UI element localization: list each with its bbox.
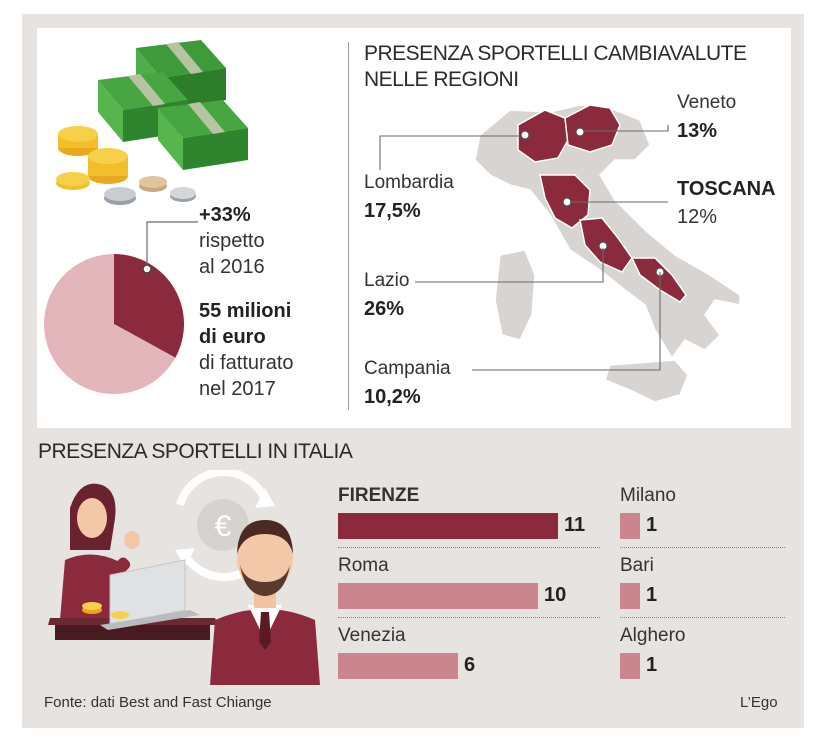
svg-text:€: € (215, 510, 232, 543)
row-separator (620, 617, 785, 618)
row-separator (338, 547, 600, 548)
amount-line2: di euro (199, 326, 266, 348)
bar-label-alghero: Alghero (620, 625, 686, 646)
region-value-toscana: 12% (677, 206, 718, 228)
bar-value-bari: 1 (646, 584, 658, 606)
region-name-lazio: Lazio (364, 270, 410, 291)
money-stack-icon (56, 40, 248, 205)
bar-alghero (620, 653, 640, 679)
bar-milano (620, 513, 640, 539)
region-name-lombardia: Lombardia (364, 172, 454, 193)
bar-label-firenze: FIRENZE (338, 485, 420, 506)
growth-label-line2: al 2016 (199, 256, 265, 278)
bar-chart-left: FIRENZE 11 Roma 10 Venezia 6 (338, 485, 600, 685)
region-veneto-shape (564, 104, 621, 153)
bar-bari (620, 583, 640, 609)
pie-slice-0 (114, 254, 184, 358)
amount-line1: 55 milioni (199, 300, 292, 322)
bar-firenze (338, 513, 558, 539)
bar-value-alghero: 1 (646, 654, 658, 676)
bar-value-firenze: 11 (564, 514, 586, 536)
brand-logo: L’Ego (740, 694, 778, 711)
bar-label-bari: Bari (620, 555, 654, 576)
amount-line4: nel 2017 (199, 378, 276, 400)
laptop-icon (100, 559, 200, 630)
exchange-desk-illustration: € (48, 470, 320, 685)
region-value-campania: 10,2% (364, 386, 421, 408)
bar-label-venezia: Venezia (338, 625, 406, 646)
growth-callout-line (142, 221, 198, 274)
bar-chart-right: Milano 1 Bari 1 Alghero 1 (620, 485, 785, 685)
region-name-campania: Campania (364, 358, 451, 379)
map-title-line1: PRESENZA SPORTELLI CAMBIAVALUTE (364, 42, 747, 65)
growth-value: +33% (199, 204, 251, 226)
italy-map (474, 104, 741, 403)
vertical-divider (348, 42, 349, 410)
region-value-veneto: 13% (677, 120, 718, 142)
bar-value-venezia: 6 (464, 654, 476, 676)
coins-icon (56, 126, 196, 205)
bar-value-milano: 1 (646, 514, 658, 536)
amount-line3: di fatturato (199, 352, 294, 374)
source-note: Fonte: dati Best and Fast Chiange (44, 694, 272, 711)
bottom-title: PRESENZA SPORTELLI IN ITALIA (38, 440, 353, 463)
map-title-line2: NELLE REGIONI (364, 68, 519, 91)
region-value-lazio: 26% (364, 298, 405, 320)
row-separator (620, 547, 785, 548)
region-lombardia-shape (517, 109, 569, 163)
growth-label-line1: rispetto (199, 230, 265, 252)
row-separator (338, 617, 600, 618)
region-name-veneto: Veneto (677, 92, 737, 113)
pie-slice-1 (44, 254, 176, 394)
bar-label-roma: Roma (338, 555, 389, 576)
region-value-lombardia: 17,5% (364, 200, 421, 222)
man-icon (210, 520, 320, 685)
bar-label-milano: Milano (620, 485, 676, 506)
region-name-toscana: TOSCANA (677, 178, 776, 200)
bar-value-roma: 10 (544, 584, 567, 606)
region-campania-shape (630, 257, 687, 303)
bar-roma (338, 583, 538, 609)
revenue-pie-chart (44, 254, 184, 394)
bar-venezia (338, 653, 458, 679)
